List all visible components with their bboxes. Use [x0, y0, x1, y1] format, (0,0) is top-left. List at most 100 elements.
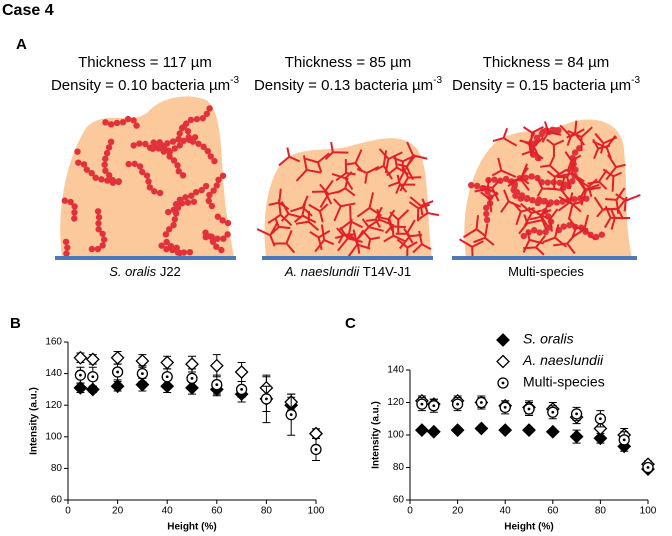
- rod: [558, 158, 585, 183]
- dot: [456, 402, 459, 406]
- x-axis-label: Height (%): [504, 522, 553, 533]
- coccus: [170, 157, 178, 164]
- rod: [346, 149, 363, 172]
- rod: [331, 171, 354, 191]
- rod: [319, 183, 342, 209]
- dot: [79, 373, 82, 377]
- coccus: [512, 192, 519, 199]
- coccus: [101, 161, 108, 168]
- coccus: [174, 249, 182, 256]
- x-tick-label: 60: [211, 506, 223, 517]
- marker: [497, 377, 509, 389]
- coccus: [106, 172, 113, 179]
- coccus: [184, 199, 192, 206]
- dot: [575, 412, 578, 416]
- rod: [337, 205, 363, 232]
- coccus: [523, 195, 530, 202]
- coccus: [188, 192, 195, 199]
- marker: [136, 367, 149, 380]
- coccus: [151, 188, 158, 195]
- x-tick-label: 20: [452, 506, 464, 517]
- x-tick-label: 40: [500, 506, 512, 517]
- marker: [523, 403, 535, 415]
- coccus: [207, 153, 214, 160]
- coccus: [100, 236, 108, 243]
- y-tick-label: 120: [45, 400, 62, 411]
- coccus: [104, 177, 111, 184]
- dot: [622, 438, 626, 442]
- coccus: [95, 220, 102, 227]
- rod: [273, 230, 296, 254]
- x-tick-label: 40: [162, 506, 174, 517]
- marker: [235, 383, 248, 396]
- coccus: [71, 215, 78, 222]
- rod: [522, 229, 544, 253]
- rod: [524, 136, 544, 162]
- coccus: [180, 137, 187, 144]
- x-axis-label: Height (%): [167, 522, 216, 533]
- coccus: [202, 229, 209, 236]
- coccus: [556, 179, 563, 187]
- rod: [393, 155, 414, 172]
- coccus: [491, 176, 498, 183]
- rod: [347, 229, 371, 258]
- coccus: [179, 172, 187, 179]
- coccus: [170, 221, 177, 229]
- coccus: [555, 127, 562, 134]
- coccus: [75, 159, 82, 166]
- coccus: [544, 179, 551, 186]
- marker: [211, 379, 223, 391]
- marker: [570, 408, 583, 420]
- coccus: [211, 157, 218, 165]
- marker: [161, 371, 173, 383]
- density-exponent: -3: [230, 75, 239, 86]
- marker: [110, 350, 125, 365]
- coccus: [83, 166, 91, 173]
- coccus: [125, 160, 132, 168]
- coccus: [146, 184, 154, 191]
- diamond: [73, 380, 88, 395]
- diamond: [110, 379, 125, 394]
- coccus: [156, 189, 164, 197]
- coccus: [189, 138, 197, 145]
- x-tick-label: 100: [308, 506, 325, 517]
- coccus: [174, 204, 182, 211]
- coccus: [130, 142, 137, 149]
- coccus: [171, 145, 178, 152]
- y-axis-label: Intensity (a.u.): [371, 401, 382, 469]
- coccus: [95, 226, 102, 233]
- caption-species: S. oralis: [109, 264, 156, 279]
- coccus: [103, 149, 111, 157]
- rod: [615, 193, 641, 212]
- marker: [185, 357, 199, 372]
- coccus: [169, 138, 177, 145]
- dot: [501, 381, 505, 385]
- marker: [451, 398, 464, 410]
- rod: [592, 138, 611, 160]
- rod: [412, 230, 432, 254]
- coccus: [136, 163, 144, 170]
- y-tick-label: 60: [393, 495, 405, 506]
- coccus: [190, 198, 198, 205]
- coccus: [182, 194, 189, 201]
- dot: [289, 413, 293, 417]
- coccus: [130, 117, 137, 124]
- legend-label: S. oralis: [523, 331, 574, 347]
- coccus: [156, 139, 163, 146]
- coccus: [74, 148, 81, 155]
- y-tick-label: 100: [387, 430, 404, 441]
- panel-label: C: [345, 315, 356, 332]
- rod: [395, 219, 416, 244]
- x-tick-label: 80: [261, 506, 273, 517]
- rod: [605, 154, 626, 181]
- coccus: [180, 249, 188, 256]
- coccus: [71, 209, 78, 216]
- coccus: [529, 196, 536, 204]
- coccus: [178, 200, 186, 207]
- coccus: [198, 186, 205, 194]
- rod: [311, 179, 334, 205]
- coccus: [219, 172, 227, 179]
- coccus: [195, 140, 202, 147]
- marker: [474, 421, 489, 436]
- marker: [499, 401, 511, 414]
